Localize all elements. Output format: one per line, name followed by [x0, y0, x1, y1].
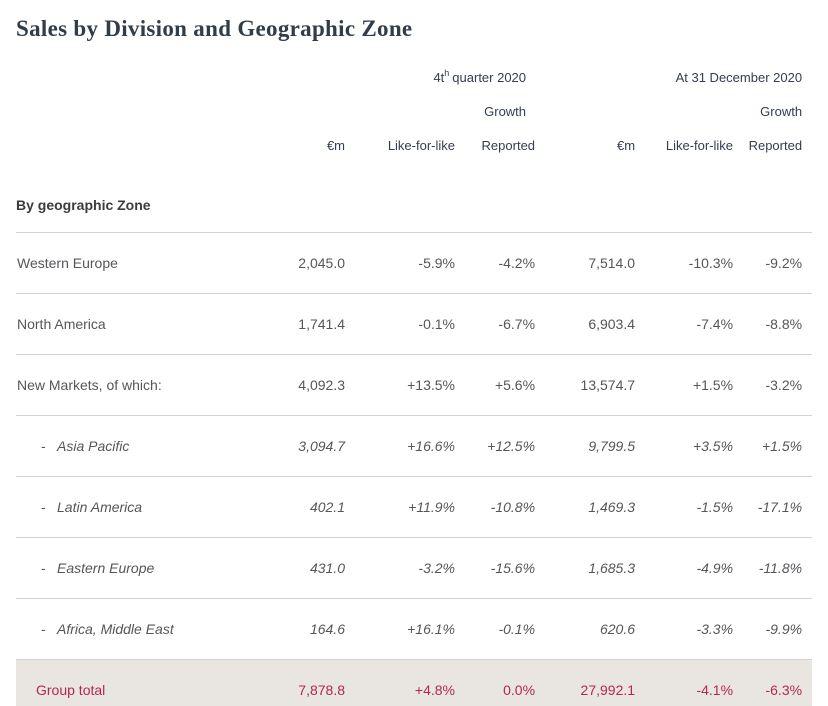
row-label: - Asia Pacific — [16, 415, 256, 477]
total-row-label: Group total — [16, 659, 256, 706]
cell-value: -3.2% — [346, 537, 456, 599]
cell-value: -3.2% — [734, 354, 813, 416]
column-header: €m — [616, 138, 636, 153]
row-label-text: Asia Pacific — [57, 438, 130, 454]
cell-value: 13,574.7 — [536, 354, 637, 416]
cell-value: +16.6% — [346, 415, 456, 477]
cell-value: 1,685.3 — [536, 537, 637, 599]
cell-value: 4,092.3 — [256, 354, 346, 416]
cell-value: 9,799.5 — [536, 415, 637, 477]
sub-row-dash: - — [41, 560, 46, 576]
cell-value: -11.8% — [734, 537, 813, 599]
cell-value: +1.5% — [734, 415, 813, 477]
cell-value: 7,514.0 — [536, 232, 637, 294]
cell-value: -9.2% — [734, 232, 813, 294]
table-row: Western Europe 2,045.0 -5.9% -4.2% 7,514… — [16, 232, 813, 294]
cell-value: +16.1% — [346, 598, 456, 660]
sub-row-dash: - — [41, 499, 46, 515]
cell-value: 431.0 — [256, 537, 346, 599]
cell-value: -10.8% — [456, 476, 537, 538]
table-header: 4th quarter 2020 At 31 December 2020 Grow… — [16, 48, 812, 159]
cell-value: -10.3% — [636, 232, 735, 294]
table-row-sub: - Eastern Europe 431.0 -3.2% -15.6% 1,685… — [16, 537, 813, 599]
cell-value: +12.5% — [456, 415, 537, 477]
sub-row-dash: - — [41, 438, 46, 454]
column-header: Reported — [481, 138, 536, 153]
cell-value: -6.7% — [456, 293, 537, 355]
cell-value: -4.9% — [636, 537, 735, 599]
cell-value: -5.9% — [346, 232, 456, 294]
cell-value: 1,469.3 — [536, 476, 637, 538]
total-cell-value: -6.3% — [734, 659, 813, 706]
section-header-row: By geographic Zone — [16, 159, 813, 233]
column-header: €m — [326, 138, 345, 153]
group-header-q4: 4th quarter 2020 — [16, 48, 536, 89]
cell-value: -4.2% — [456, 232, 537, 294]
table-row-sub: - Latin America 402.1 +11.9% -10.8% 1,469… — [16, 476, 813, 538]
cell-value: 164.6 — [256, 598, 346, 660]
total-cell-value: 27,992.1 — [536, 659, 637, 706]
sales-table: 4th quarter 2020 At 31 December 2020 Grow… — [16, 48, 813, 706]
cell-value: -9.9% — [734, 598, 813, 660]
row-label-text: Latin America — [57, 499, 143, 515]
group-header-row: 4th quarter 2020 At 31 December 2020 — [16, 48, 812, 89]
cell-value: 620.6 — [536, 598, 637, 660]
total-cell-value: -4.1% — [636, 659, 735, 706]
q4-suffix: quarter 2020 — [452, 70, 527, 85]
row-label: Western Europe — [16, 232, 256, 294]
cell-value: 2,045.0 — [256, 232, 346, 294]
column-header: Like-for-like — [387, 138, 455, 153]
table-row: North America 1,741.4 -0.1% -6.7% 6,903.… — [16, 293, 813, 355]
total-row: Group total 7,878.8 +4.8% 0.0% 27,992.1 … — [16, 659, 813, 706]
table-row: New Markets, of which: 4,092.3 +13.5% +5… — [16, 354, 813, 416]
report-page: Sales by Division and Geographic Zone 4t… — [0, 16, 828, 706]
row-label: - Africa, Middle East — [16, 598, 256, 660]
cell-value: -7.4% — [636, 293, 735, 355]
group-header-fy: At 31 December 2020 — [675, 70, 803, 85]
row-label: - Eastern Europe — [16, 537, 256, 599]
cell-value: 402.1 — [256, 476, 346, 538]
cell-value: -0.1% — [456, 598, 537, 660]
cell-value: -17.1% — [734, 476, 813, 538]
sub-row-dash: - — [41, 621, 46, 637]
total-cell-value: 7,878.8 — [256, 659, 346, 706]
growth-label-q4: Growth — [484, 104, 527, 119]
cell-value: +1.5% — [636, 354, 735, 416]
cell-value: -1.5% — [636, 476, 735, 538]
cell-value: -3.3% — [636, 598, 735, 660]
q4-superscript: h — [444, 68, 450, 78]
row-label: - Latin America — [16, 476, 256, 538]
cell-value: 3,094.7 — [256, 415, 346, 477]
column-header-row: €m Like-for-like Reported €m Like-for-li… — [16, 123, 812, 159]
row-label-text: Africa, Middle East — [57, 621, 174, 637]
cell-value: +13.5% — [346, 354, 456, 416]
column-header: Reported — [748, 138, 803, 153]
row-label-text: Eastern Europe — [57, 560, 155, 576]
column-header: Like-for-like — [665, 138, 734, 153]
section-header: By geographic Zone — [16, 159, 813, 233]
total-cell-value: 0.0% — [456, 659, 537, 706]
row-label: New Markets, of which: — [16, 354, 256, 416]
cell-value: 1,741.4 — [256, 293, 346, 355]
growth-label-fy: Growth — [760, 104, 803, 119]
growth-header-row: Growth Growth — [16, 89, 812, 123]
cell-value: 6,903.4 — [536, 293, 637, 355]
table-row-sub: - Africa, Middle East 164.6 +16.1% -0.1% … — [16, 598, 813, 660]
column-header-spacer — [16, 123, 256, 159]
cell-value: +3.5% — [636, 415, 735, 477]
table-row-sub: - Asia Pacific 3,094.7 +16.6% +12.5% 9,79… — [16, 415, 813, 477]
cell-value: +5.6% — [456, 354, 537, 416]
cell-value: -8.8% — [734, 293, 813, 355]
total-cell-value: +4.8% — [346, 659, 456, 706]
page-title: Sales by Division and Geographic Zone — [16, 16, 413, 41]
cell-value: +11.9% — [346, 476, 456, 538]
q4-prefix: 4t — [433, 70, 445, 85]
cell-value: -15.6% — [456, 537, 537, 599]
cell-value: -0.1% — [346, 293, 456, 355]
row-label: North America — [16, 293, 256, 355]
